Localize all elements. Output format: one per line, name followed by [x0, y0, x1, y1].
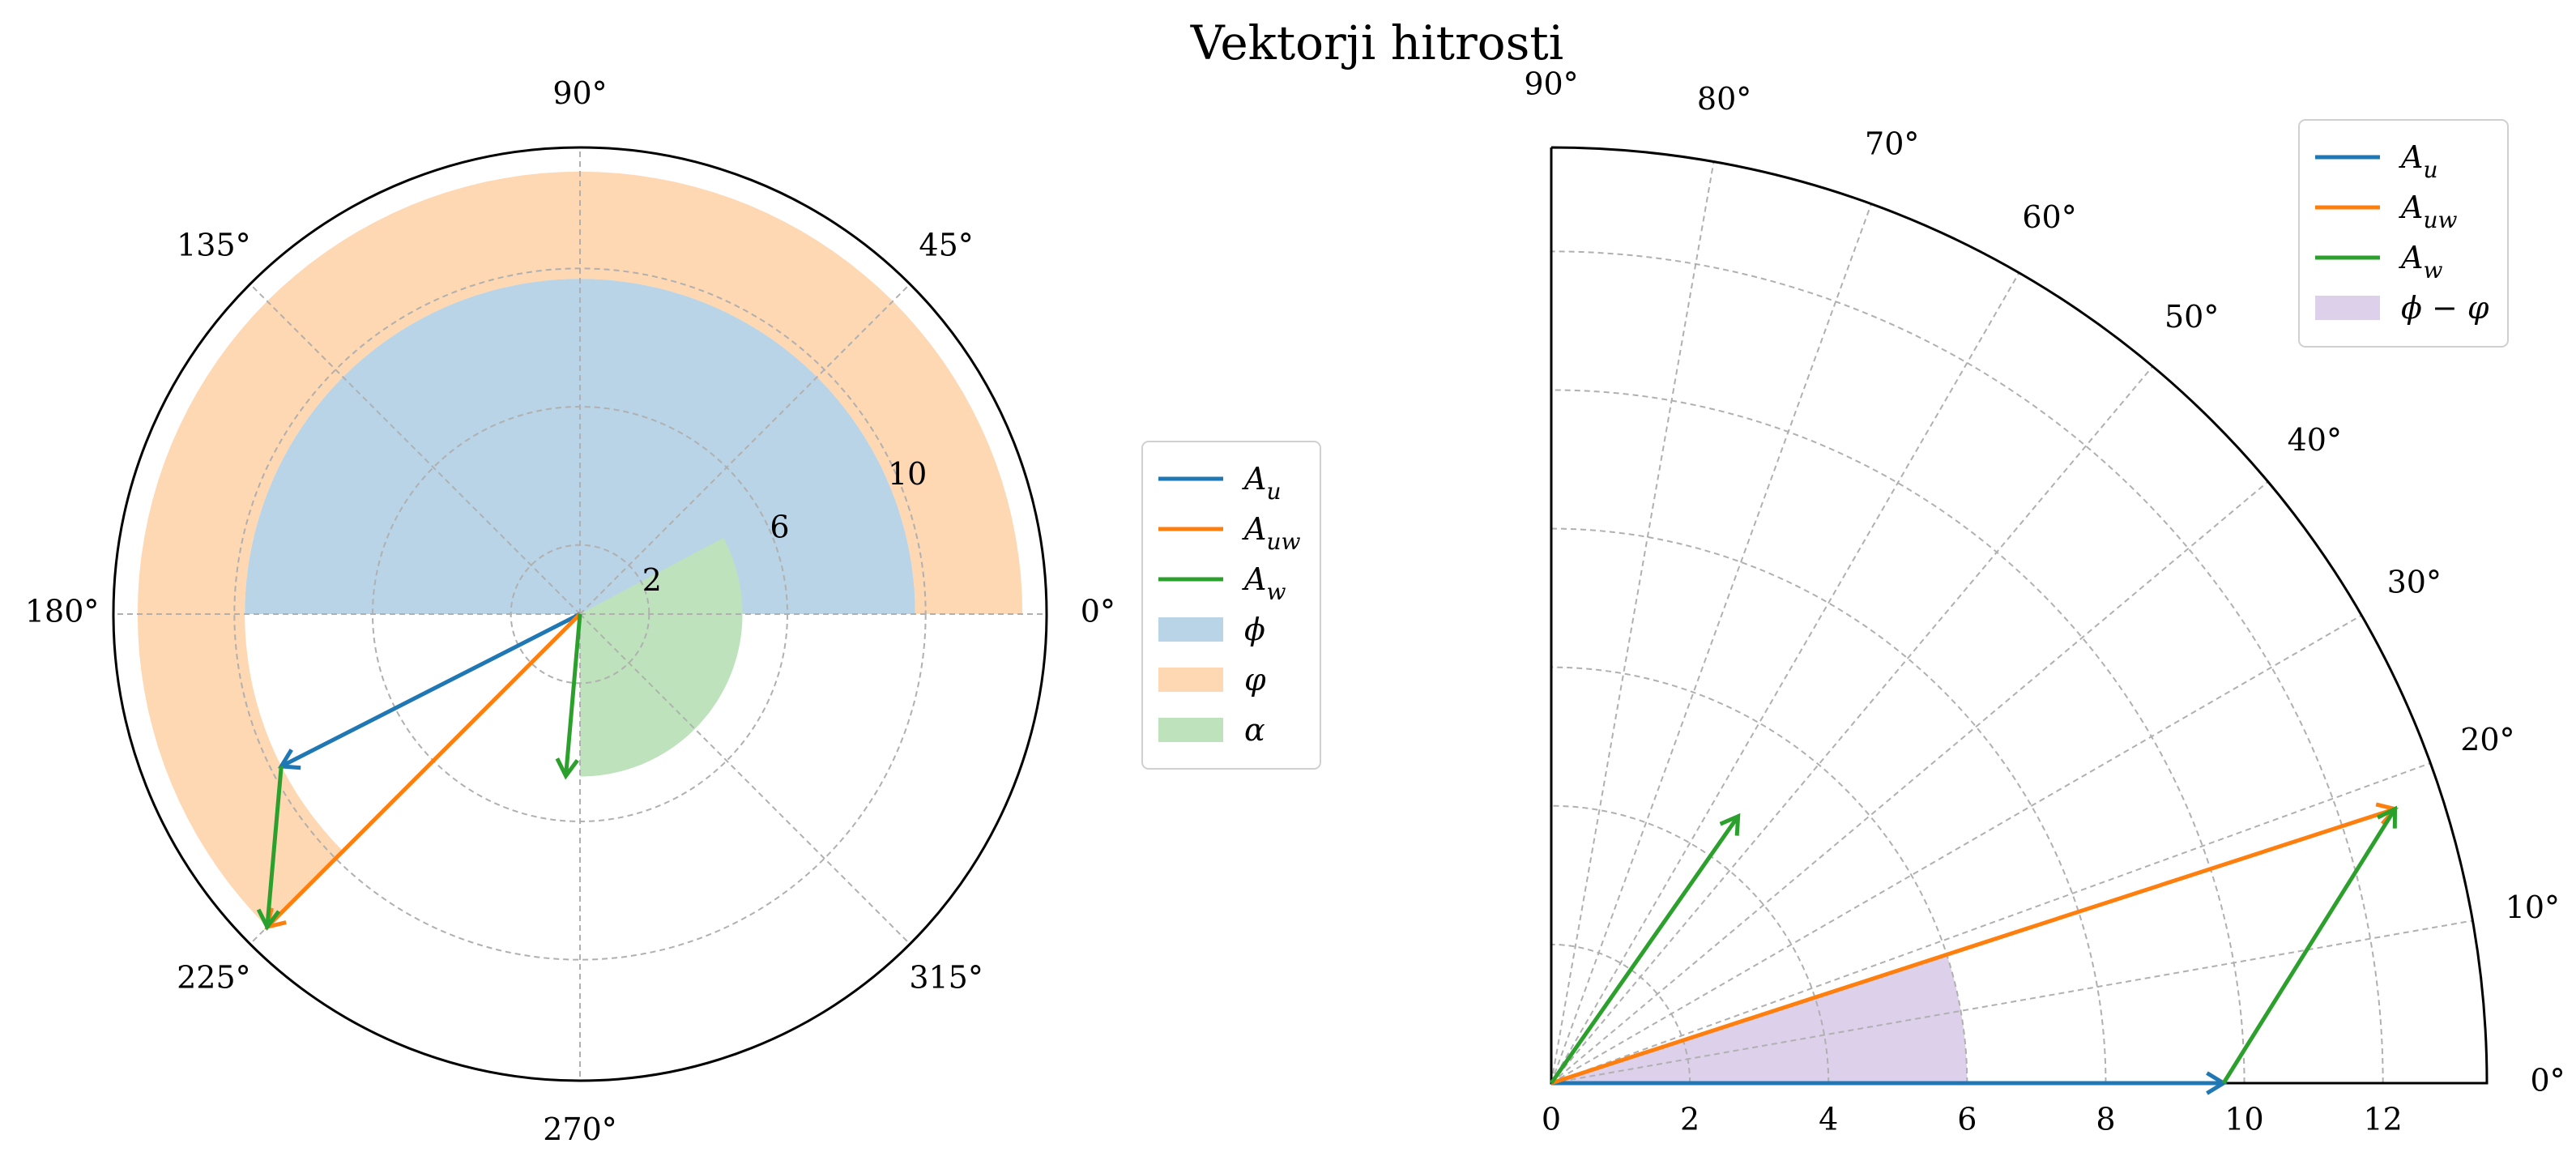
grid-arc — [1550, 250, 2384, 1084]
legend-item-A_w: Aw — [2315, 240, 2442, 284]
polar-chart-full: 0° 45° 90° 135° 180° 225° 270° 315° 2 6 10 — [25, 75, 1115, 1147]
legend-label-A_uw: Auw — [2399, 190, 2457, 233]
vector-A_uw — [1550, 802, 2399, 1086]
legend-patch-varphi — [1158, 668, 1223, 692]
legend-full: Au Auw Aw ϕφα — [1141, 441, 1321, 770]
grid-spoke — [1550, 614, 2362, 1084]
legend-item-varphi: φ — [1158, 662, 1266, 698]
r-tick-label: 4 — [1819, 1102, 1838, 1137]
vector-A_uw — [264, 612, 582, 930]
legend-quarter: Au Auw Aw ϕ − φ — [2298, 119, 2509, 348]
vector-A_w — [2221, 805, 2398, 1085]
legend-label-A_u: Au — [1242, 461, 1282, 505]
theta-tick-label: 180° — [25, 594, 100, 629]
legend-label-varphi: φ — [1244, 662, 1266, 698]
theta-tick-label: 315° — [909, 960, 983, 996]
grid-spoke — [1550, 762, 2431, 1084]
legend-patch-diff — [2315, 296, 2380, 320]
legend-item-alpha: α — [1158, 712, 1265, 748]
theta-tick-label: 45° — [919, 227, 973, 262]
sector-varphi — [137, 171, 1023, 928]
theta-tick-label: 225° — [177, 960, 251, 996]
polar-chart-quarter: 0° 10° 20° 30° 40° 50° 60° 70° 80° 90° 0 2 4 6 8 10 12 — [1524, 66, 2565, 1137]
grid-spoke — [1550, 203, 1872, 1084]
legend-label-A_u: Au — [2399, 139, 2438, 183]
r-tick-label: 2 — [642, 562, 662, 598]
theta-tick-label: 0° — [1081, 594, 1115, 629]
grid-spoke — [249, 283, 581, 615]
vector-A_u — [277, 612, 582, 770]
figure-title: Vektorji hitrosti — [1190, 15, 1563, 70]
grid-spoke — [1550, 919, 2473, 1084]
r-tick-label: 10 — [2224, 1102, 2263, 1137]
grid-arc — [1550, 804, 1830, 1084]
theta-tick-label: 90° — [1524, 66, 1578, 101]
theta-tick-label: 270° — [543, 1111, 617, 1147]
legend-item-A_uw: Auw — [1158, 511, 1300, 555]
theta-tick-label: 80° — [1697, 81, 1751, 117]
grid-arc — [1550, 389, 2245, 1084]
grid-spoke — [1550, 161, 1715, 1084]
legend-label-A_uw: Auw — [1242, 511, 1300, 555]
polar-frame — [1550, 146, 2489, 1085]
grid-spoke — [1550, 480, 2269, 1084]
legend-item-A_uw: Auw — [2315, 190, 2457, 233]
r-tick-label: 2 — [1680, 1102, 1700, 1137]
theta-tick-label: 20° — [2460, 722, 2514, 757]
legend-item-diff: ϕ − φ — [2315, 290, 2489, 326]
theta-tick-label: 50° — [2164, 299, 2219, 335]
legend-item-A_u: Au — [1158, 461, 1282, 505]
grid-spoke — [1550, 272, 2020, 1084]
theta-tick-label: 0° — [2530, 1063, 2565, 1099]
r-tick-label: 10 — [888, 456, 927, 492]
legend-label-A_w: Aw — [2399, 240, 2442, 284]
grid-spoke — [579, 613, 911, 945]
vector-A_w — [256, 766, 284, 931]
r-tick-label: 8 — [2096, 1102, 2115, 1137]
grid-arc — [1550, 943, 1691, 1084]
legend-patch-phi — [1158, 617, 1223, 642]
r-tick-label: 0 — [1542, 1102, 1561, 1137]
theta-tick-label: 40° — [2288, 422, 2342, 458]
vector-A_w — [555, 613, 582, 780]
legend-label-A_w: Aw — [1242, 561, 1286, 605]
legend-item-phi: ϕ — [1158, 612, 1265, 647]
r-tick-label: 6 — [770, 510, 789, 545]
legend-patch-alpha — [1158, 718, 1223, 742]
theta-tick-label: 90° — [552, 75, 607, 111]
legend-label-phi: ϕ — [1244, 612, 1265, 647]
sector-alpha — [580, 537, 743, 777]
grid-spoke — [1550, 365, 2154, 1084]
legend-frame — [2298, 119, 2509, 348]
grid-spoke — [579, 283, 911, 615]
legend-label-alpha: α — [1244, 712, 1265, 748]
theta-tick-label: 10° — [2506, 890, 2560, 925]
r-tick-label: 12 — [2363, 1102, 2402, 1137]
polar-frame — [112, 146, 1048, 1082]
grid-arc — [1550, 666, 1968, 1084]
legend-label-diff: ϕ − φ — [2401, 290, 2489, 326]
vector-A_w — [1549, 813, 1741, 1085]
theta-tick-label: 70° — [1865, 126, 1919, 162]
theta-tick-label: 30° — [2387, 564, 2442, 599]
legend-item-A_u: Au — [2315, 139, 2438, 183]
theta-tick-label: 60° — [2022, 199, 2076, 235]
theta-tick-label: 135° — [177, 227, 251, 262]
r-tick-label: 6 — [1957, 1102, 1977, 1137]
legend-item-A_w: Aw — [1158, 561, 1286, 605]
